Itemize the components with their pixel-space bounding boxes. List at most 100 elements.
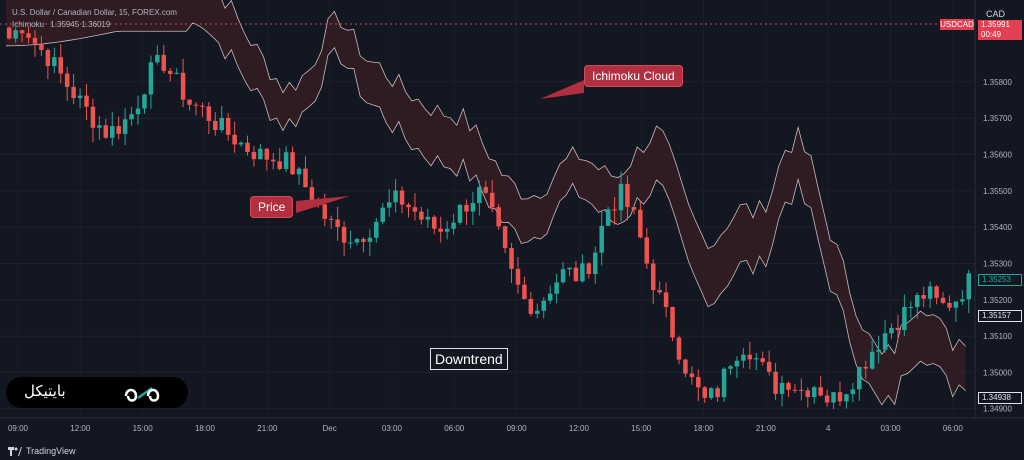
candle-body <box>760 358 765 362</box>
candle-body <box>39 43 44 51</box>
ichimoku-cloud-callout: Ichimoku Cloud <box>584 65 683 87</box>
candle-body <box>728 366 733 369</box>
candle-body <box>187 99 192 105</box>
candle-body <box>193 104 199 106</box>
candle-body <box>90 106 96 128</box>
candle-body <box>605 209 611 226</box>
x-tick-label: 09:00 <box>8 424 29 433</box>
candle-body <box>290 152 295 175</box>
brand-badge: بایتیکل <box>6 377 188 408</box>
candle-body <box>953 301 959 308</box>
senkou-span-b <box>5 22 966 406</box>
candle-body <box>277 161 282 169</box>
candle-body <box>238 142 244 145</box>
candle-body <box>335 219 340 227</box>
chart-grid <box>0 81 975 410</box>
candle-body <box>52 57 57 67</box>
candle-body <box>367 237 373 242</box>
candle-body <box>831 392 836 403</box>
currency-label[interactable]: CAD <box>986 9 1006 19</box>
candle-body <box>786 382 791 390</box>
candle-body <box>869 351 875 369</box>
candle-body <box>258 148 263 160</box>
candle-body <box>58 57 63 74</box>
candle-body <box>206 106 212 121</box>
candle-body <box>496 207 501 227</box>
candle-body <box>599 225 604 253</box>
candle-body <box>26 33 31 38</box>
candle-body <box>934 286 939 298</box>
candle-body <box>361 239 366 242</box>
x-tick-label: 06:00 <box>444 424 465 433</box>
candle-body <box>573 267 579 282</box>
candle-body <box>734 360 740 367</box>
candle-body <box>876 349 881 352</box>
cloud-area <box>6 0 966 405</box>
symbol-tag-badge: USDCAD <box>940 19 974 30</box>
candle-body <box>515 268 521 285</box>
candle-body <box>773 371 778 394</box>
candle-body <box>895 327 901 331</box>
y-tick-label: 1.35200 <box>983 296 1012 305</box>
candle-body <box>618 183 624 211</box>
candle-body <box>908 306 914 308</box>
candle-body <box>135 108 141 115</box>
tradingview-logo-icon <box>8 446 22 456</box>
candlestick-series <box>6 26 972 410</box>
ichimoku-cloud <box>5 0 966 406</box>
candle-body <box>219 117 224 131</box>
candle-body <box>303 168 308 188</box>
candle-body <box>528 298 534 314</box>
symbol-title[interactable]: U.S. Dollar / Canadian Dollar, 15, FOREX… <box>12 8 181 17</box>
candle-body <box>502 226 508 248</box>
candle-body <box>412 207 418 212</box>
candle-body <box>766 361 772 372</box>
candle-body <box>747 354 753 360</box>
candle-body <box>155 54 160 63</box>
candle-body <box>805 390 811 398</box>
candle-body <box>850 389 856 395</box>
candle-body <box>535 310 540 314</box>
x-tick-label: 12:00 <box>569 424 590 433</box>
candle-body <box>264 148 270 160</box>
current-price-badge: 1.35253 <box>978 274 1022 286</box>
span-a-badge: 1.35157 <box>978 310 1022 322</box>
y-tick-label: 1.35100 <box>983 332 1012 341</box>
candle-body <box>863 366 868 369</box>
candle-body <box>341 226 347 243</box>
candle-body <box>670 306 675 338</box>
candle-body <box>754 358 759 360</box>
candle-body <box>251 151 257 160</box>
candle-body <box>161 54 167 71</box>
candle-body <box>32 37 38 44</box>
candle-body <box>509 247 514 269</box>
candle-body <box>676 337 682 360</box>
candle-body <box>245 142 250 152</box>
tradingview-footer[interactable]: TradingView <box>8 446 76 456</box>
candle-body <box>947 302 952 308</box>
last-price-badge: 1.35991 00:49 <box>978 20 1022 40</box>
candle-body <box>457 204 463 223</box>
candle-body <box>425 216 431 220</box>
candle-body <box>560 269 566 283</box>
candle-body <box>837 392 843 402</box>
candle-body <box>689 373 695 378</box>
candle-body <box>818 387 823 396</box>
candle-body <box>477 187 482 204</box>
candle-body <box>174 72 179 74</box>
x-tick-label: 15:00 <box>631 424 652 433</box>
candle-body <box>386 202 392 208</box>
candle-body <box>644 237 650 264</box>
candle-body <box>122 119 128 134</box>
x-tick-label: 18:00 <box>694 424 715 433</box>
candle-body <box>522 284 527 299</box>
candle-body <box>451 222 456 229</box>
candle-body <box>638 209 643 238</box>
x-tick-label: 21:00 <box>257 424 278 433</box>
candle-body <box>129 114 134 120</box>
indicator-legend[interactable]: Ichimoku 1.35945 1.36019 <box>12 20 114 29</box>
candle-body <box>380 207 385 222</box>
candle-body <box>271 159 276 162</box>
candle-body <box>309 187 315 203</box>
